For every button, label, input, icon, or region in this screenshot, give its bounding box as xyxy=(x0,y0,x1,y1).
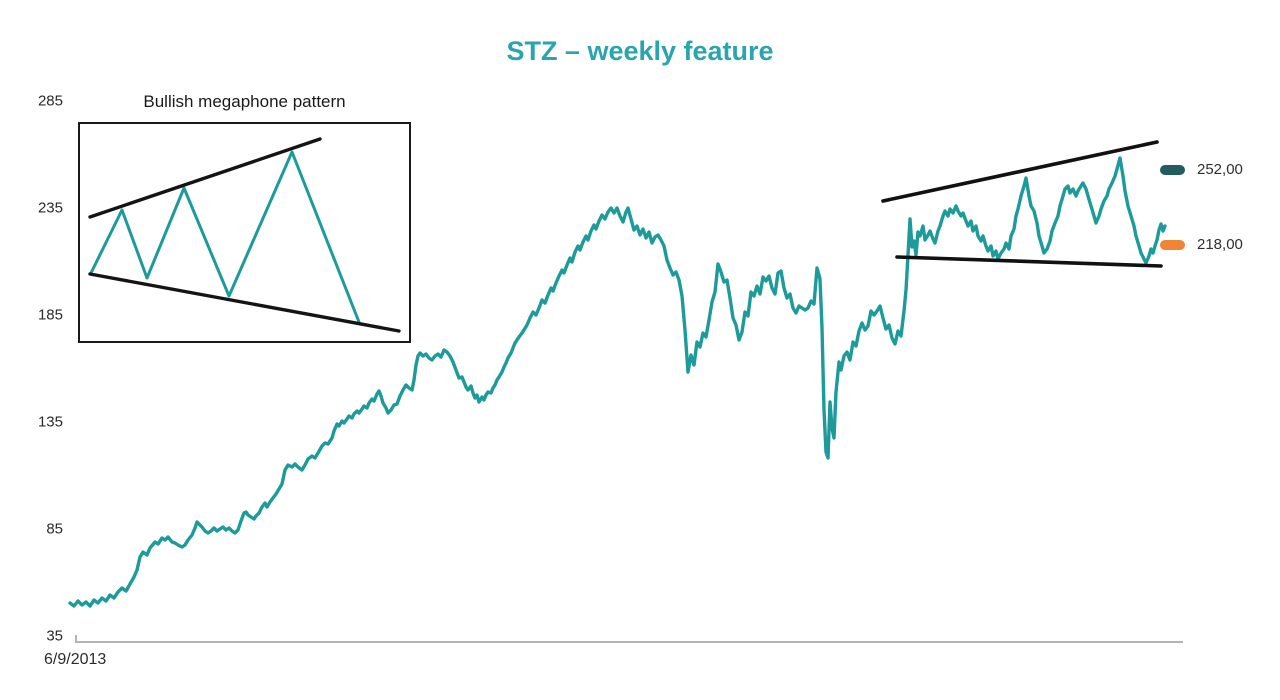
inset-upper-trendline xyxy=(88,137,322,219)
price-level-label: 252,00 xyxy=(1197,161,1243,178)
inset-zigzag-line xyxy=(89,150,361,324)
price-level-pill xyxy=(1160,165,1185,175)
x-axis-line xyxy=(75,641,1183,643)
megaphone-lower-trendline xyxy=(895,255,1163,268)
y-axis-label: 135 xyxy=(37,413,63,431)
price-level-label: 218,00 xyxy=(1197,236,1243,253)
price-line xyxy=(68,156,1167,608)
inset-pattern-title: Bullish megaphone pattern xyxy=(143,92,346,111)
megaphone-upper-trendline xyxy=(881,140,1159,203)
y-axis-label: 285 xyxy=(37,92,63,110)
megaphone-inset-box xyxy=(78,122,411,343)
inset-lower-trendline xyxy=(88,272,401,333)
x-axis-start-tick xyxy=(75,635,77,642)
y-axis-label: 235 xyxy=(37,199,63,217)
y-axis-label: 185 xyxy=(37,306,63,324)
x-axis-start-date: 6/9/2013 xyxy=(44,651,107,668)
chart-title: STZ – weekly feature xyxy=(506,36,774,66)
megaphone-inset-drawing xyxy=(88,137,401,333)
price-level-pill xyxy=(1160,240,1185,250)
y-axis-label: 35 xyxy=(46,627,63,645)
y-axis-label: 85 xyxy=(46,520,63,538)
